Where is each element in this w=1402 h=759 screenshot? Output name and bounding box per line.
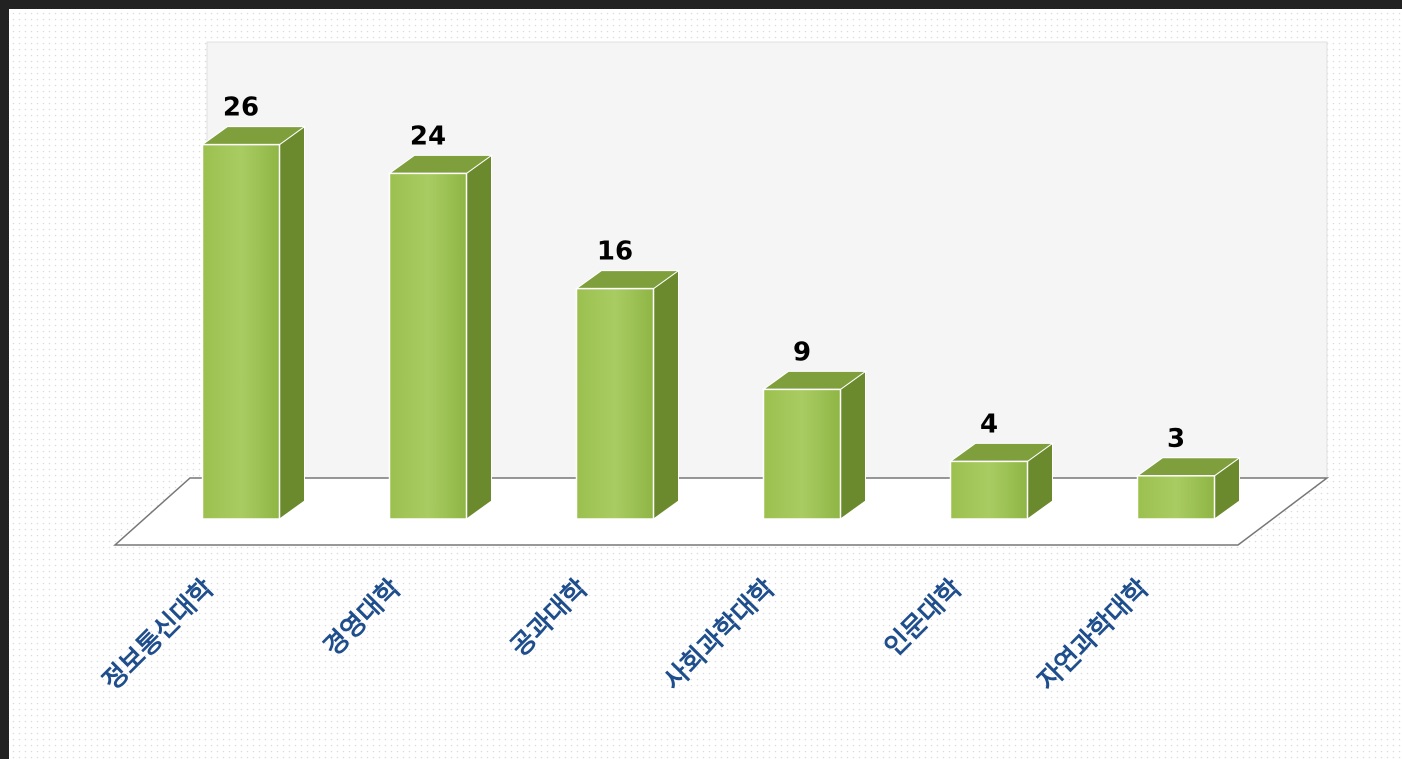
bar-side: [279, 125, 305, 520]
value-label: 9: [793, 337, 811, 367]
value-label: 24: [410, 121, 446, 151]
bar-side: [653, 269, 679, 520]
value-label: 26: [223, 93, 259, 123]
bar: [949, 460, 1029, 520]
bar: [575, 287, 655, 520]
bar-side: [466, 154, 492, 520]
bar: [1136, 475, 1216, 520]
value-label: 4: [980, 409, 998, 439]
value-label: 16: [597, 237, 633, 267]
bar: [201, 143, 281, 520]
bar: [762, 388, 842, 520]
bar-side: [840, 370, 866, 520]
bar: [388, 172, 468, 520]
value-label: 3: [1167, 424, 1185, 454]
